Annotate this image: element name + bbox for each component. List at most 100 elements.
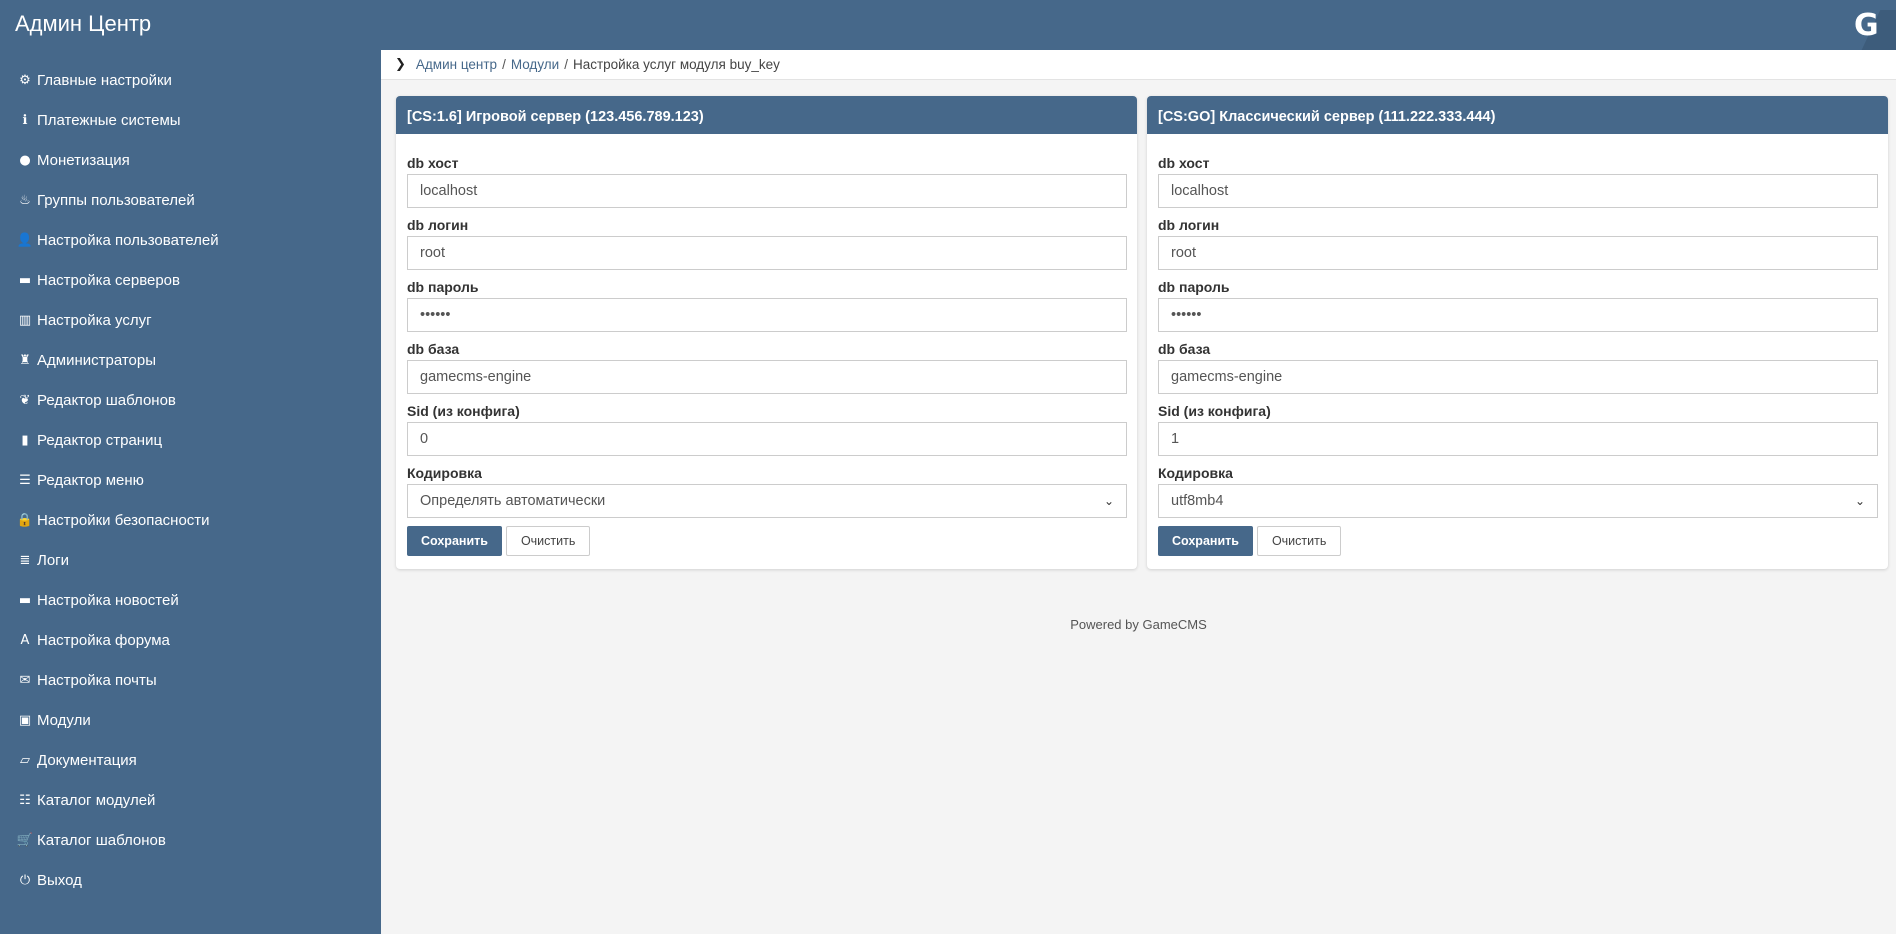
save-button[interactable]: Сохранить (407, 526, 502, 556)
sidebar-item-label: Каталог модулей (37, 791, 156, 809)
sidebar-item-label: Главные настройки (37, 71, 172, 89)
sidebar-item-fire[interactable]: ♨ Группы пользователей (0, 185, 381, 215)
field-input[interactable]: gamecms-engine (1158, 360, 1878, 394)
field-value: gamecms-engine (420, 369, 532, 385)
breadcrumb-separator: / (564, 57, 568, 72)
field-input[interactable]: localhost (407, 174, 1127, 208)
field-label: Sid (из конфига) (407, 403, 520, 419)
field-label: db база (407, 341, 460, 357)
piggy-bank-icon: ● (19, 152, 31, 168)
sidebar-item-label: Каталог шаблонов (37, 831, 166, 849)
top-bar: Админ Центр G (0, 0, 1896, 50)
envelope-icon: ✉ (19, 672, 31, 688)
chevron-down-icon: ⌄ (1854, 494, 1865, 508)
sidebar-item-hdd[interactable]: ▬ Настройка серверов (0, 265, 381, 295)
sidebar-item-info[interactable]: ℹ Платежные системы (0, 105, 381, 135)
sidebar-item-list[interactable]: ☰ Редактор меню (0, 465, 381, 495)
sidebar-item-label: Логи (37, 551, 70, 569)
sidebar-item-label: Настройка услуг (37, 311, 152, 329)
sidebar-item-label: Настройка новостей (37, 591, 179, 609)
field-value: localhost (1171, 183, 1229, 199)
gamecms-logo[interactable]: G (1836, 0, 1896, 50)
sidebar-item-lock[interactable]: 🔒 Настройки безопасности (0, 505, 381, 535)
field-label: db база (1158, 341, 1211, 357)
shopping-cart-icon: 🛒 (16, 832, 34, 848)
sidebar-item-label: Редактор страниц (37, 431, 163, 449)
field-input[interactable]: localhost (1158, 174, 1878, 208)
font-icon: A (20, 632, 30, 648)
power-off-icon: ⏻ (19, 872, 31, 888)
logo-g-icon: G (1854, 8, 1879, 43)
field-input[interactable]: 0 (407, 422, 1127, 456)
sidebar-item-label: Выход (37, 871, 82, 889)
list-icon: ☰ (19, 472, 31, 488)
sidebar-item-shopping-cart[interactable]: 🛒 Каталог шаблонов (0, 825, 381, 855)
file-icon: ▮ (21, 432, 29, 448)
sidebar-item-tasks[interactable]: ☷ Каталог модулей (0, 785, 381, 815)
panel-title: [CS:GO] Классический сервер (111.222.333… (1147, 96, 1888, 134)
field-value: localhost (420, 183, 478, 199)
breadcrumb-current: Настройка услуг модуля buy_key (572, 57, 780, 72)
clear-button[interactable]: Очистить (1256, 526, 1342, 556)
sidebar-item-align-justify[interactable]: ≣ Логи (0, 545, 381, 575)
breadcrumb-admin-center[interactable]: Админ центр (415, 57, 498, 72)
sidebar-item-king[interactable]: ♜ Администраторы (0, 345, 381, 375)
encoding-select[interactable]: Определять автоматически ⌄ (407, 484, 1127, 518)
folder-open-icon: ▱ (20, 752, 30, 768)
user-icon: 👤 (16, 232, 34, 248)
save-button[interactable]: Сохранить (1158, 526, 1253, 556)
field-value: 0 (420, 431, 429, 447)
field-value: •••••• (420, 307, 451, 323)
sidebar-item-inbox[interactable]: ▣ Модули (0, 705, 381, 735)
align-justify-icon: ≣ (19, 552, 31, 568)
field-input[interactable]: root (407, 236, 1127, 270)
sidebar-item-font[interactable]: A Настройка форума (0, 625, 381, 655)
sidebar-item-label: Настройка форума (37, 631, 170, 649)
server-panel-cs16: [CS:1.6] Игровой сервер (123.456.789.123… (396, 96, 1137, 569)
field-input[interactable]: •••••• (407, 298, 1127, 332)
folder-icon: ▬ (18, 592, 32, 608)
sidebar-item-label: Настройка серверов (37, 271, 180, 289)
clear-button[interactable]: Очистить (505, 526, 591, 556)
leaf-icon: ❦ (19, 392, 31, 408)
encoding-select[interactable]: utf8mb4 ⌄ (1158, 484, 1878, 518)
sidebar-item-label: Модули (37, 711, 91, 729)
gear-icon: ⚙ (19, 72, 31, 88)
panel-title: [CS:1.6] Игровой сервер (123.456.789.123… (396, 96, 1137, 134)
sidebar-item-label: Настройка почты (37, 671, 157, 689)
sidebar-item-power-off[interactable]: ⏻ Выход (0, 865, 381, 895)
sidebar-item-barcode[interactable]: ▥ Настройка услуг (0, 305, 381, 335)
app-title[interactable]: Админ Центр (15, 11, 152, 36)
sidebar-item-leaf[interactable]: ❦ Редактор шаблонов (0, 385, 381, 415)
breadcrumb-modules[interactable]: Модули (510, 57, 560, 72)
sidebar-item-label: Настройка пользователей (37, 231, 219, 249)
barcode-icon: ▥ (18, 312, 32, 328)
field-input[interactable]: root (1158, 236, 1878, 270)
field-input[interactable]: gamecms-engine (407, 360, 1127, 394)
info-icon: ℹ (22, 112, 28, 128)
sidebar-item-folder[interactable]: ▬ Настройка новостей (0, 585, 381, 615)
sidebar-item-user[interactable]: 👤 Настройка пользователей (0, 225, 381, 255)
sidebar-item-label: Администраторы (37, 351, 157, 369)
sidebar-item-label: Группы пользователей (37, 191, 195, 209)
tasks-icon: ☷ (19, 792, 31, 808)
sidebar-item-envelope[interactable]: ✉ Настройка почты (0, 665, 381, 695)
field-value: utf8mb4 (1171, 493, 1224, 509)
field-input[interactable]: •••••• (1158, 298, 1878, 332)
sidebar-item-folder-open[interactable]: ▱ Документация (0, 745, 381, 775)
field-label: db пароль (1158, 279, 1230, 295)
sidebar-item-gear[interactable]: ⚙ Главные настройки (0, 65, 381, 95)
field-input[interactable]: 1 (1158, 422, 1878, 456)
field-value: root (1171, 245, 1196, 261)
field-label: db логин (1158, 217, 1220, 233)
footer-text: Powered by GameCMS (1070, 617, 1207, 632)
king-icon: ♜ (19, 352, 31, 368)
sidebar-item-piggy-bank[interactable]: ● Монетизация (0, 145, 381, 175)
chevron-down-icon: ⌄ (1103, 494, 1114, 508)
chevron-right-icon: ❯ (395, 57, 406, 72)
sidebar: ⚙ Главные настройки ℹ Платежные системы ● Мон… (0, 50, 381, 934)
field-label: Кодировка (1158, 465, 1233, 481)
field-label: db логин (407, 217, 469, 233)
field-value: 1 (1171, 431, 1180, 447)
sidebar-item-file[interactable]: ▮ Редактор страниц (0, 425, 381, 455)
